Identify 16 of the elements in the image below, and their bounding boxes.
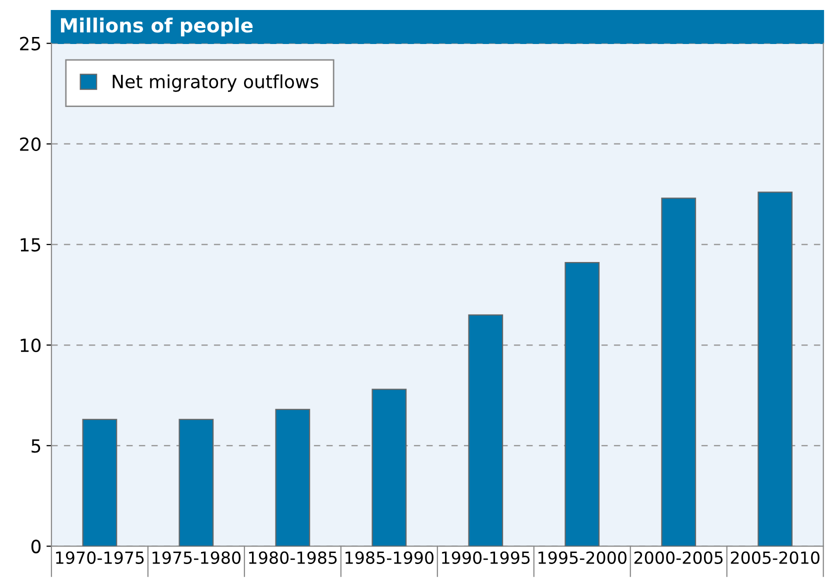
x-tick-label: 1970-1975	[56, 551, 144, 564]
y-tick-label: 5	[32, 439, 40, 453]
x-tick-label: 1990-1995	[442, 551, 530, 564]
x-tick-label: 2000-2005	[634, 551, 723, 564]
y-tick-label: 0	[31, 540, 41, 554]
x-tick-label: 2005-2010	[730, 551, 820, 564]
y-tick-label: 20	[20, 137, 41, 152]
y-tick-label: 15	[20, 238, 40, 252]
x-tick-label: 1995-2000	[538, 551, 626, 564]
y-tick-label: 25	[20, 36, 40, 50]
x-tick-label: 1985-1990	[346, 551, 434, 564]
chart-title: Millions of people	[60, 18, 253, 36]
x-tick-label: 1975-1980	[152, 551, 241, 564]
legend-label: Net migratory outflows	[112, 74, 318, 92]
x-tick-label: 1980-1985	[249, 551, 337, 564]
y-tick-label: 10	[20, 338, 41, 352]
